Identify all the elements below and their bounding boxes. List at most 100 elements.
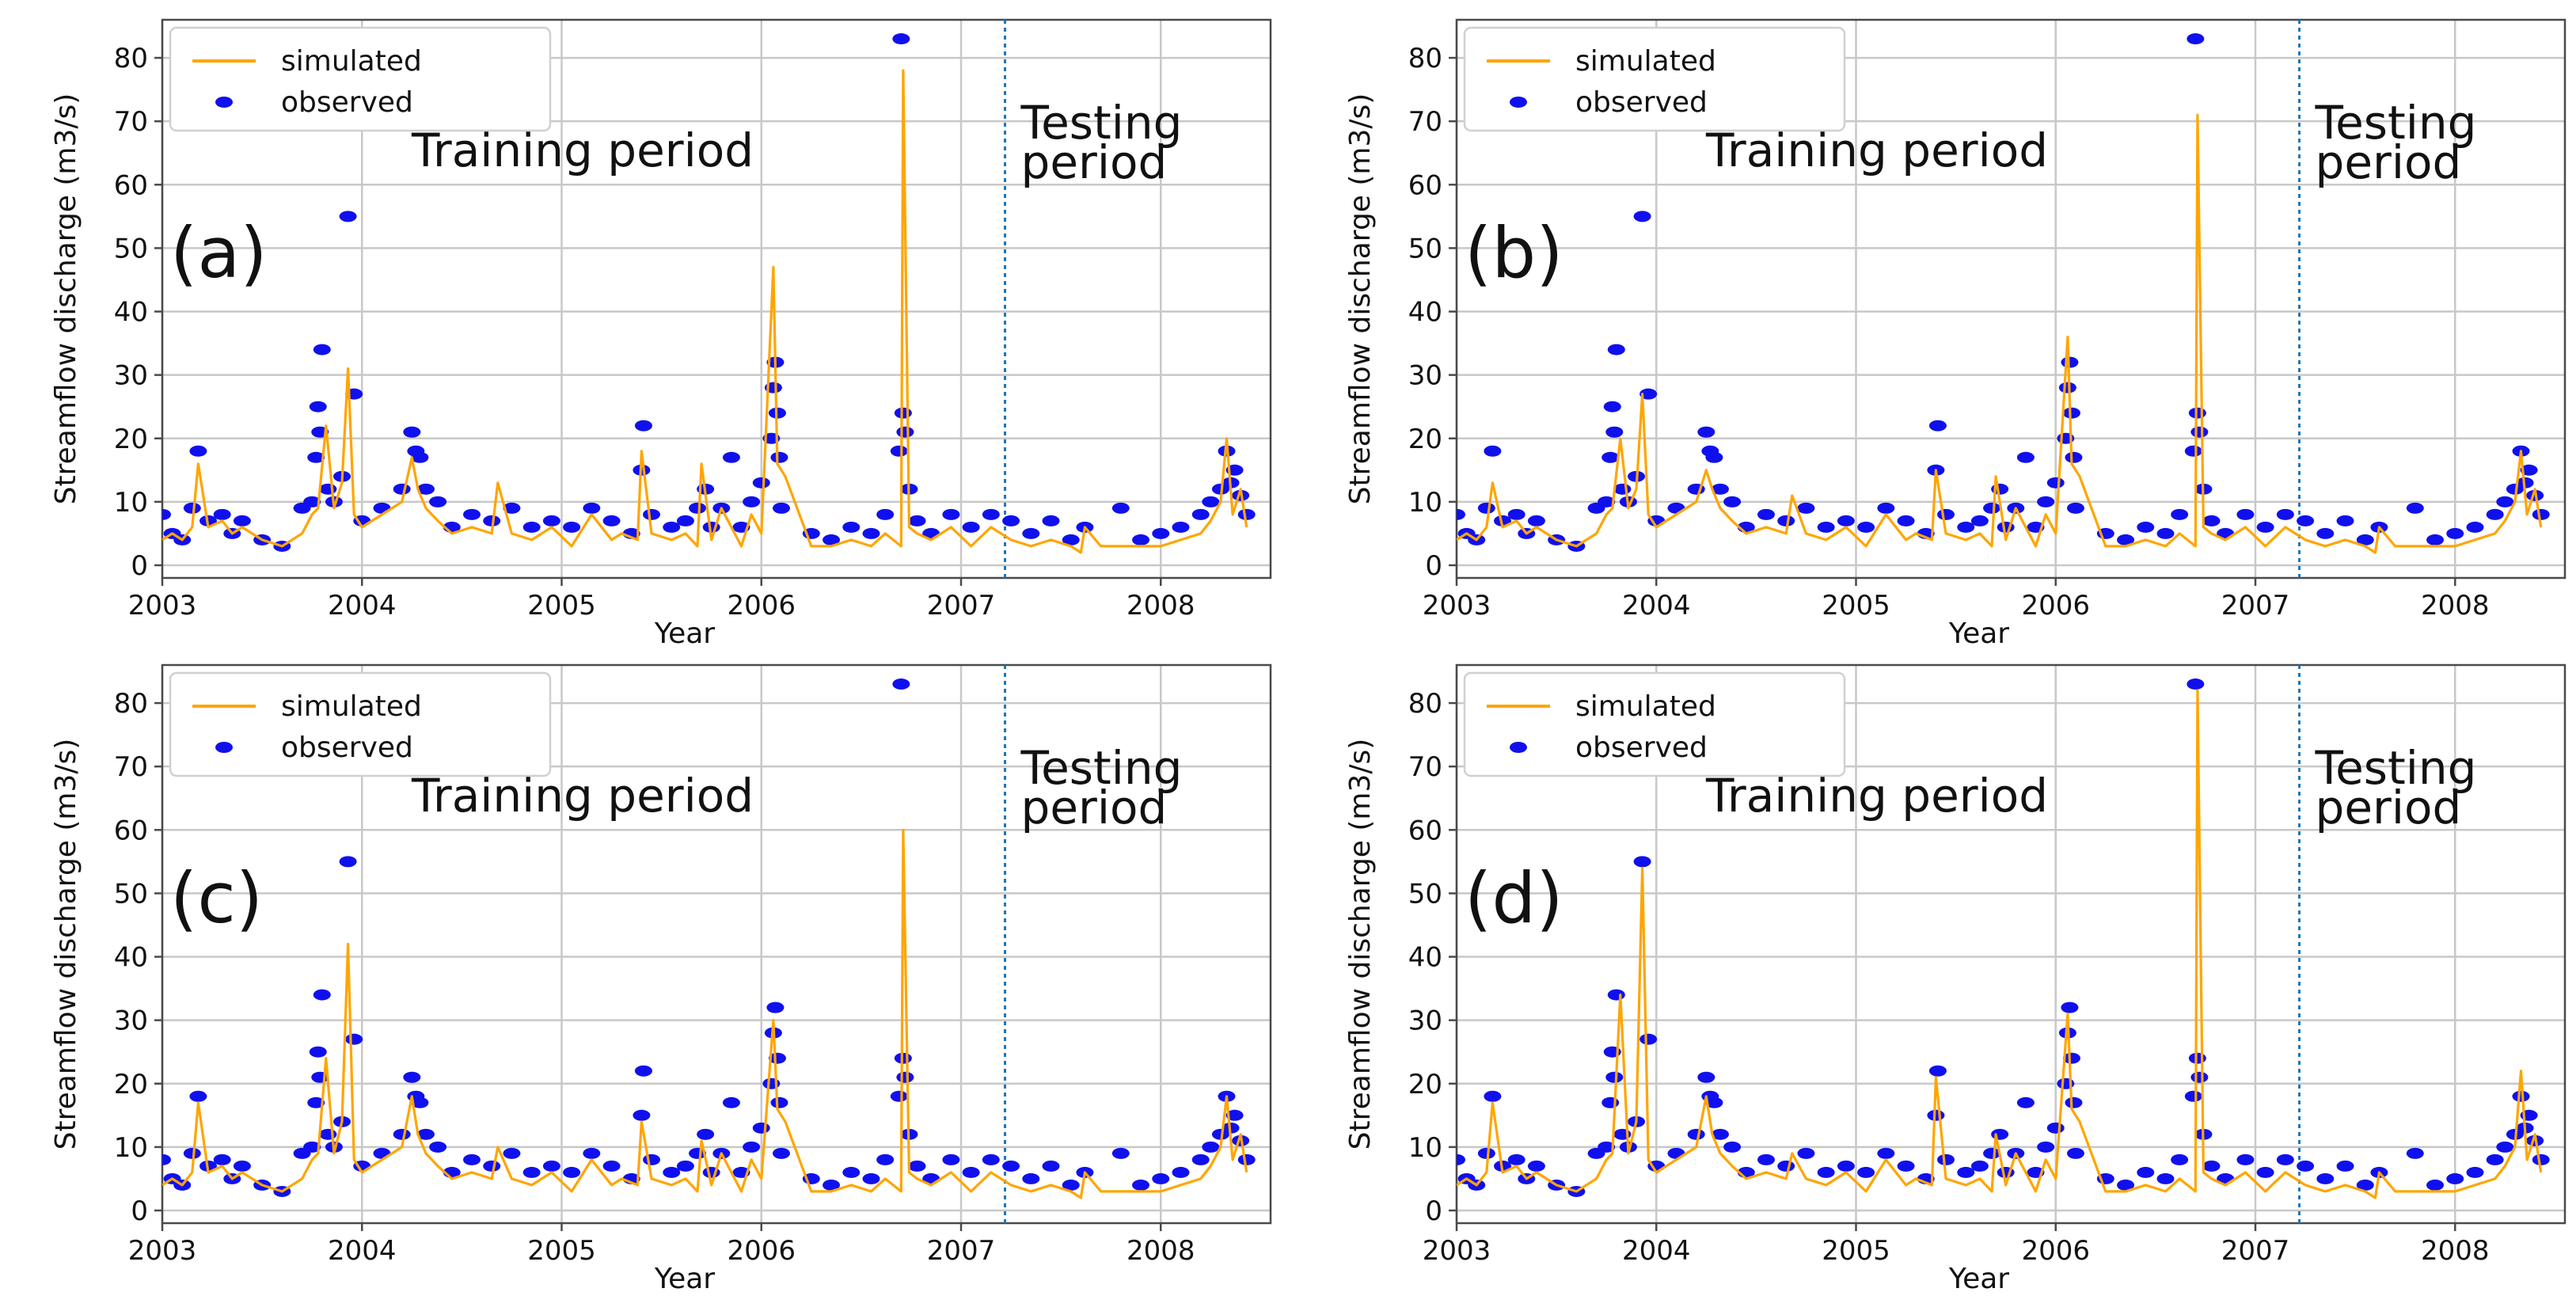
- observed-point: [1757, 1153, 1775, 1165]
- observed-point: [1527, 1160, 1545, 1172]
- observed-point: [1757, 508, 1775, 520]
- testing-period-label: Testing: [1020, 741, 1183, 795]
- observed-point: [2406, 1147, 2424, 1159]
- observed-point: [2016, 451, 2035, 463]
- observed-point: [1639, 1033, 1658, 1045]
- observed-point: [416, 1128, 435, 1140]
- observed-point: [213, 508, 231, 520]
- y-tick-label: 20: [114, 424, 148, 455]
- observed-point: [2486, 1153, 2504, 1165]
- observed-point: [752, 477, 770, 488]
- legend: simulated observed: [1463, 26, 1846, 132]
- y-tick-label: 50: [114, 233, 148, 264]
- observed-point: [2202, 1160, 2221, 1172]
- observed-point: [1937, 508, 1955, 520]
- observed-point: [722, 1096, 740, 1108]
- observed-point: [1225, 1109, 1244, 1121]
- observed-point: [393, 483, 411, 495]
- observed-point: [823, 1179, 841, 1191]
- x-tick-label: 2004: [328, 1235, 397, 1267]
- chart-panel-1: 2003 2004 2005 2006 2007 2008 0 10 20 30 40 50 60 70 8…: [50, 18, 1272, 650]
- observed-point: [962, 521, 980, 533]
- observed-point: [1062, 1179, 1080, 1191]
- x-tick-label: 2007: [927, 590, 996, 621]
- observed-point: [1132, 1179, 1150, 1191]
- legend-box: [1463, 671, 1846, 777]
- y-tick-label: 50: [114, 878, 148, 910]
- observed-point: [2046, 477, 2065, 488]
- x-tick-label: 2006: [2021, 590, 2090, 621]
- y-tick-label: 60: [114, 815, 148, 846]
- observed-point: [743, 1141, 761, 1153]
- observed-point: [2187, 678, 2205, 690]
- simulated-line: [1457, 113, 2543, 554]
- observed-point: [634, 420, 652, 431]
- observed-point: [2156, 527, 2175, 539]
- observed-point: [339, 211, 357, 222]
- observed-point: [2190, 1071, 2209, 1083]
- observed-point: [2446, 527, 2464, 539]
- x-tick-label: 2008: [1127, 1235, 1195, 1267]
- observed-point: [1687, 1128, 1705, 1140]
- x-tick-label: 2003: [128, 590, 197, 621]
- x-tick-label: 2007: [927, 1235, 996, 1267]
- y-tick-label: 0: [1425, 1195, 1442, 1227]
- observed-point: [2066, 1147, 2084, 1159]
- observed-point: [189, 445, 207, 457]
- observed-point: [1797, 502, 1815, 514]
- panel-label: (c): [170, 857, 263, 939]
- observed-point: [2188, 407, 2206, 419]
- legend-simulated-label: simulated: [1575, 690, 1716, 723]
- observed-point: [1697, 1071, 1715, 1083]
- observed-point: [633, 1109, 651, 1121]
- observed-point: [1928, 1065, 1947, 1077]
- x-tick-label: 2005: [1822, 590, 1890, 621]
- observed-point: [2512, 1090, 2530, 1102]
- observed-point: [313, 344, 331, 355]
- observed-point: [2297, 515, 2315, 526]
- observed-point: [752, 1122, 770, 1134]
- observed-point: [697, 1128, 715, 1140]
- observed-point: [892, 678, 910, 690]
- y-tick-label: 80: [114, 688, 148, 720]
- x-tick-label: 2007: [2221, 1235, 2290, 1267]
- observed-point: [2520, 464, 2538, 476]
- observed-point: [429, 496, 447, 507]
- observed-point: [663, 1166, 681, 1178]
- observed-point: [1022, 1172, 1040, 1184]
- observed-point: [743, 496, 761, 507]
- x-tick-label: 2005: [1822, 1235, 1890, 1267]
- observed-point: [1705, 451, 1723, 463]
- observed-point: [908, 515, 926, 526]
- legend-observed-label: observed: [1575, 732, 1708, 764]
- observed-point: [416, 483, 435, 495]
- observed-point: [2184, 1090, 2202, 1102]
- observed-point: [1457, 508, 1465, 520]
- observed-point: [2426, 534, 2445, 545]
- observed-point: [1897, 1160, 1915, 1172]
- observed-point: [233, 515, 251, 526]
- observed-point: [892, 33, 910, 45]
- observed-point: [1172, 1166, 1190, 1178]
- panel-label: (a): [170, 212, 268, 294]
- observed-point: [2037, 496, 2055, 507]
- observed-point: [862, 527, 880, 539]
- y-axis-label: Streamflow discharge (m3/s): [50, 93, 82, 505]
- axes-frame: [161, 663, 1272, 1225]
- y-tick-label: 80: [1408, 688, 1442, 720]
- observed-point: [1603, 401, 1621, 412]
- observed-point: [411, 1096, 429, 1108]
- testing-period-label: Testing: [2315, 741, 2477, 795]
- y-tick-label: 80: [1408, 43, 1442, 74]
- observed-point: [643, 1153, 661, 1165]
- observed-point: [643, 508, 661, 520]
- observed-point: [1970, 515, 1989, 526]
- observed-point: [602, 1160, 621, 1172]
- observed-point: [403, 426, 421, 438]
- observed-point: [2466, 1166, 2484, 1178]
- observed-point: [2486, 508, 2504, 520]
- testing-period-label: Testing: [2315, 96, 2477, 150]
- y-tick-label: 0: [131, 550, 148, 582]
- observed-point: [2016, 1096, 2035, 1108]
